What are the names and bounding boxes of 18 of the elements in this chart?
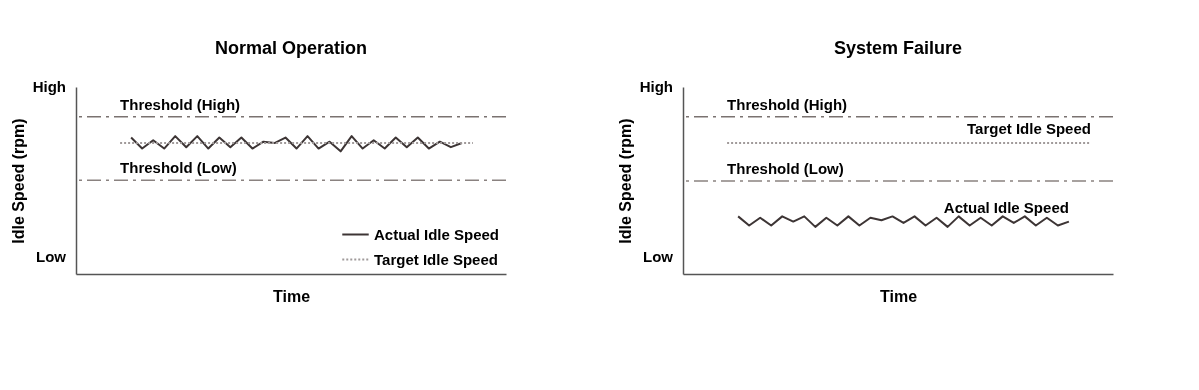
legend-label: Actual Idle Speed xyxy=(374,225,500,243)
ref-line-label: Threshold (High) xyxy=(727,95,848,113)
text: High xyxy=(639,78,673,95)
series-label: Actual Idle Speed xyxy=(943,198,1069,216)
x-axis-title: Time xyxy=(879,287,918,305)
text: High xyxy=(32,78,66,95)
ref-line-label: Threshold (High) xyxy=(120,95,241,113)
ref-line-label: Threshold (Low) xyxy=(120,159,237,177)
chart-title: Normal Operation xyxy=(214,38,368,58)
legend-label: Target Idle Speed xyxy=(374,250,498,268)
y-axis-title: Idle Speed (rpm) xyxy=(616,118,634,244)
ref-line-label: Threshold (Low) xyxy=(727,160,844,178)
chart-title: System Failure xyxy=(833,38,963,58)
text: Low xyxy=(36,248,67,266)
y-axis-title: Idle Speed (rpm) xyxy=(9,118,27,244)
text: Low xyxy=(643,248,674,266)
series-label: Target Idle Speed xyxy=(967,120,1091,138)
x-axis-title: Time xyxy=(272,287,311,305)
